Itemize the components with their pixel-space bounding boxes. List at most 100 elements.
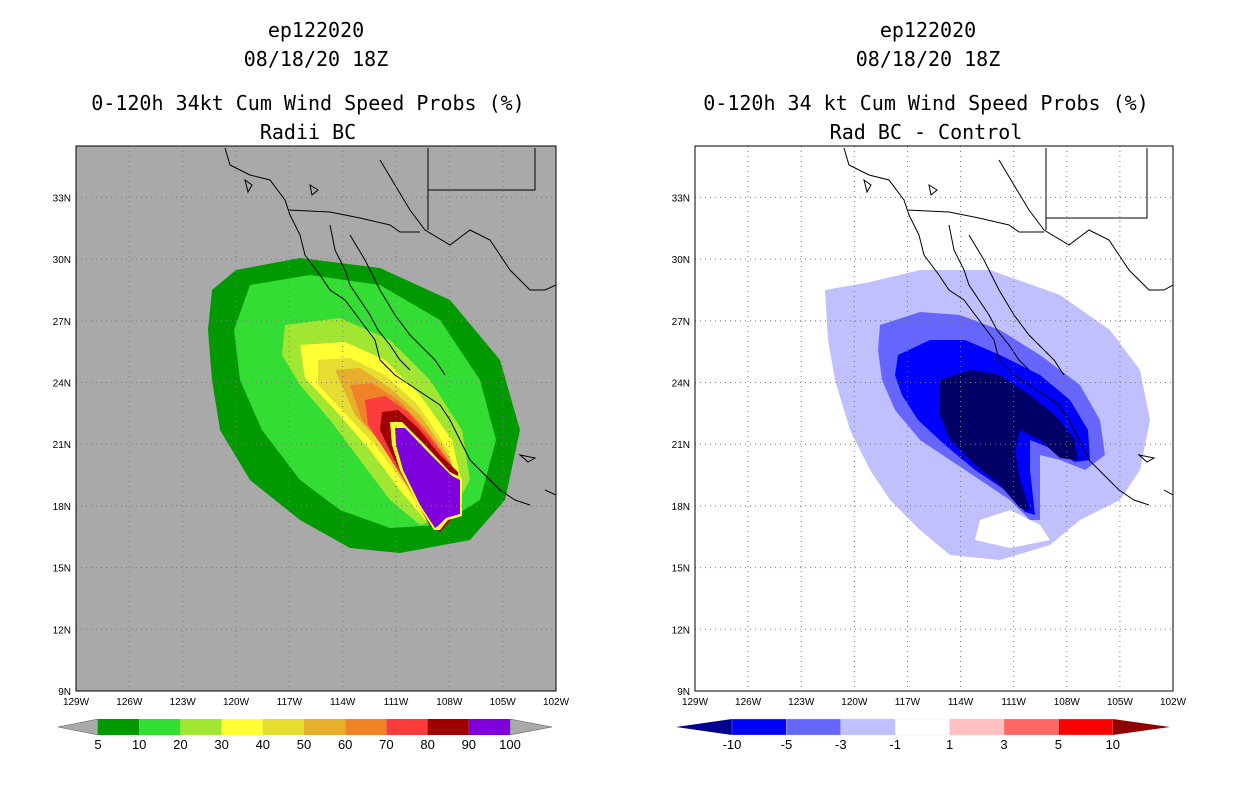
right-difference-field xyxy=(825,147,1173,560)
lon-tick-label: 117W xyxy=(277,697,303,708)
lat-tick-label: 12N xyxy=(53,625,71,636)
lon-tick-label: 129W xyxy=(63,697,90,708)
colorbar-swatch xyxy=(180,719,222,735)
lat-tick-label: 24N xyxy=(53,379,71,390)
lat-tick-label: 30N xyxy=(672,255,690,266)
colorbar-label: 100 xyxy=(499,737,521,752)
diff-minus10-contour xyxy=(940,370,1078,510)
lat-tick-label: 9N xyxy=(58,687,71,698)
lon-tick-label: 120W xyxy=(841,697,868,708)
colorbar-swatch xyxy=(731,718,787,736)
colorbar-under-arrow xyxy=(57,718,99,736)
right-map-frame xyxy=(694,145,1174,692)
lat-tick-label: 30N xyxy=(53,255,71,266)
lon-tick-label: 102W xyxy=(543,697,570,708)
colorbar-swatch xyxy=(139,719,181,735)
colorbar-label: -1 xyxy=(889,737,901,752)
prob-100-contour xyxy=(395,428,460,528)
lat-tick-label: 18N xyxy=(672,502,690,513)
lat-tick-label: 27N xyxy=(672,317,690,328)
colorbar-swatch xyxy=(427,719,469,735)
lon-tick-label: 105W xyxy=(1107,697,1134,708)
left-storm-id: ep122020 xyxy=(268,18,364,42)
right-title: 0-120h 34 kt Cum Wind Speed Probs (%) xyxy=(703,91,1149,115)
colorbar-label: 30 xyxy=(214,737,228,752)
right-grid xyxy=(695,146,1173,691)
colorbar-swatch xyxy=(221,719,263,735)
left-map-frame xyxy=(75,145,557,692)
lon-tick-label: 105W xyxy=(490,697,517,708)
lat-tick-label: 33N xyxy=(53,193,71,204)
lon-tick-label: 114W xyxy=(330,697,356,708)
lon-tick-label: 123W xyxy=(170,697,197,708)
left-colorbar: 5 10 20 30 40 50 60 70 80 90 100 xyxy=(57,718,553,752)
colorbar-label: 10 xyxy=(1106,737,1120,752)
lat-tick-label: 21N xyxy=(672,440,690,451)
colorbar-label: -5 xyxy=(781,737,793,752)
left-coastlines xyxy=(224,147,556,506)
colorbar-under-arrow xyxy=(676,719,732,735)
lon-tick-label: 117W xyxy=(895,697,921,708)
right-subtitle: Rad BC - Control xyxy=(830,120,1023,144)
colorbar-swatch xyxy=(304,719,346,735)
colorbar-over-arrow xyxy=(509,718,553,736)
colorbar-label: 40 xyxy=(256,737,270,752)
colorbar-label: 80 xyxy=(420,737,434,752)
right-date: 08/18/20 18Z xyxy=(856,47,1001,71)
lon-tick-label: 102W xyxy=(1160,697,1187,708)
lat-tick-label: 21N xyxy=(53,440,71,451)
left-panel: ep122020 08/18/20 18Z 0-120h 34kt Cum Wi… xyxy=(53,18,570,752)
lon-tick-label: 120W xyxy=(223,697,250,708)
colorbar-swatch xyxy=(468,719,510,735)
lon-tick-label: 108W xyxy=(1054,697,1081,708)
colorbar-label: -10 xyxy=(723,737,742,752)
lat-tick-label: 15N xyxy=(53,564,71,575)
lon-tick-label: 123W xyxy=(788,697,815,708)
colorbar-label: 70 xyxy=(379,737,393,752)
lat-tick-label: 12N xyxy=(672,625,690,636)
lat-tick-label: 27N xyxy=(53,317,71,328)
lon-tick-label: 111W xyxy=(1001,697,1026,708)
colorbar-label: 50 xyxy=(297,737,311,752)
right-colorbar: -10 -5 -3 -1 1 3 5 10 xyxy=(676,718,1170,752)
colorbar-label: 60 xyxy=(338,737,352,752)
left-subtitle: Radii BC xyxy=(260,120,356,144)
lon-tick-label: 126W xyxy=(116,697,143,708)
colorbar-over-arrow xyxy=(1112,719,1170,735)
lat-tick-label: 9N xyxy=(677,687,690,698)
left-probability-field xyxy=(208,147,556,553)
colorbar-swatch xyxy=(895,718,950,736)
colorbar-swatch xyxy=(262,719,304,735)
colorbar-label: 5 xyxy=(1055,737,1062,752)
colorbar-label: 5 xyxy=(94,737,101,752)
lon-tick-label: 108W xyxy=(436,697,463,708)
lon-tick-label: 129W xyxy=(682,697,709,708)
colorbar-label: 90 xyxy=(462,737,476,752)
colorbar-label: 1 xyxy=(946,737,953,752)
lat-tick-label: 15N xyxy=(672,564,690,575)
colorbar-label: 10 xyxy=(132,737,146,752)
diff-minus1-gap xyxy=(975,510,1050,548)
right-storm-id: ep122020 xyxy=(880,18,976,42)
lon-tick-label: 114W xyxy=(948,697,974,708)
colorbar-label: 20 xyxy=(173,737,187,752)
colorbar-swatch xyxy=(386,719,428,735)
colorbar-swatch xyxy=(840,718,896,736)
lon-tick-label: 111W xyxy=(384,697,409,708)
colorbar-swatch xyxy=(345,719,387,735)
lat-tick-label: 33N xyxy=(672,193,690,204)
lat-tick-label: 18N xyxy=(53,502,71,513)
colorbar-swatch xyxy=(98,719,140,735)
colorbar-label: 3 xyxy=(1000,737,1007,752)
right-panel: ep122020 08/18/20 18Z 0-120h 34 kt Cum W… xyxy=(672,18,1187,752)
left-grid xyxy=(76,146,556,691)
colorbar-swatch xyxy=(949,718,1005,736)
colorbar-swatch xyxy=(1003,718,1059,736)
colorbar-label: -3 xyxy=(835,737,847,752)
lon-tick-label: 126W xyxy=(735,697,762,708)
left-title: 0-120h 34kt Cum Wind Speed Probs (%) xyxy=(91,91,524,115)
lat-tick-label: 24N xyxy=(672,379,690,390)
